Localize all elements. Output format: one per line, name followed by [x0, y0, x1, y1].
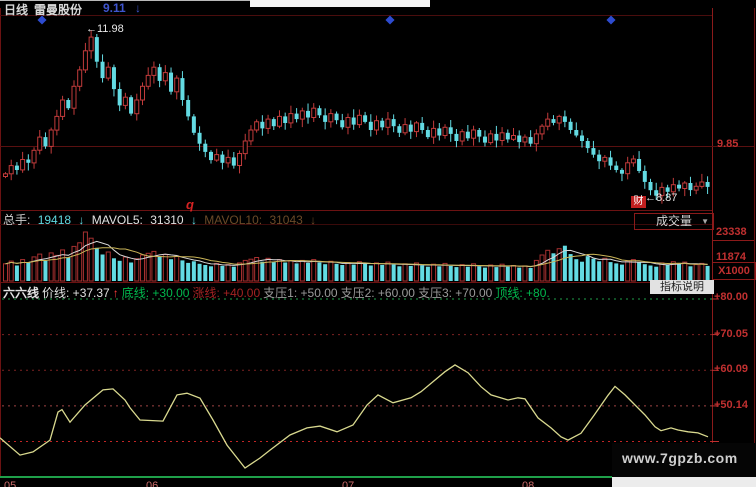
high-price-annotation: ←11.98 — [86, 23, 124, 35]
volume-axis-mid: 11874 — [716, 251, 746, 263]
mavol10-arrow-icon: ↓ — [310, 213, 317, 227]
mavol10-value: 31043 — [269, 213, 303, 227]
news-marker-q[interactable]: q — [186, 197, 194, 212]
indicator-arrow-icon: ↑ — [112, 286, 119, 300]
zongshou-arrow-icon: ↓ — [78, 213, 85, 227]
candlestick-series — [3, 30, 710, 204]
indicator-name: 六六线 — [3, 286, 40, 300]
volume-bars — [3, 231, 710, 282]
volume-header: 总手: 19418 ↓ MAVOL5: 31310 ↓ MAVOL10: 310… — [3, 211, 320, 228]
indicator-param: 支压2: +60.00 — [340, 286, 415, 300]
window-edge-strip-bottom — [612, 477, 756, 487]
x-axis-label: 06 — [146, 480, 159, 487]
overlapping-window-strip — [250, 0, 430, 7]
title-bar: 日线 雷曼股份 9.11 ↓ — [0, 0, 430, 17]
x-axis-label: 05 — [4, 480, 17, 487]
indicator-param: 涨线: +40.00 — [192, 286, 261, 300]
volume-axis-max: 23338 — [716, 226, 747, 238]
period-label: 日线 — [4, 3, 29, 17]
volume-indicator-dropdown[interactable]: 成交量 ▼ — [634, 213, 714, 230]
indicator-help-button[interactable]: 指标说明 — [650, 280, 714, 294]
indicator-line — [0, 364, 709, 469]
indicator-param: 支压3: +70.00 — [417, 286, 493, 300]
stock-name: 雷曼股份 — [34, 3, 83, 17]
indicator-param: 顶线: +80. — [495, 286, 550, 300]
diamond-marker — [385, 15, 395, 25]
x-axis-label: 07 — [342, 480, 355, 487]
volume-unit-box: X1000 — [712, 262, 756, 280]
indicator-header: 六六线 价线: +37.37 ↑ 底线: +30.00 涨线: +40.00 支压1: +… — [3, 284, 556, 301]
price-gridline-label: 9.85 — [717, 138, 739, 150]
zongshou-value: 19418 — [37, 213, 72, 227]
last-price: 9.11 — [103, 1, 126, 15]
diamond-marker — [606, 15, 616, 25]
mavol5-arrow-icon: ↓ — [190, 213, 197, 227]
indicator-param: 价线: +37.37 — [42, 286, 110, 300]
chevron-down-icon[interactable]: ▼ — [701, 217, 709, 226]
low-price-annotation: ←8.87 — [645, 192, 678, 204]
indicator-axis-label-60: +60.09 — [714, 363, 748, 375]
price-down-arrow-icon: ↓ — [135, 1, 141, 15]
mavol10-label: MAVOL10: — [204, 213, 263, 227]
mavol5-line — [5, 240, 708, 268]
mavol5-label: MAVOL5: — [91, 213, 143, 227]
indicator-param: 支压1: +50.00 — [263, 286, 338, 300]
mavol10-line — [5, 247, 708, 267]
mavol5-value: 31310 — [150, 213, 184, 227]
indicator-axis-label-50: +50.14 — [714, 399, 748, 411]
x-axis-label: 08 — [522, 480, 535, 487]
finance-news-badge[interactable]: 财 — [631, 196, 646, 208]
indicator-axis-label-70: +70.05 — [714, 328, 748, 340]
diamond-marker — [37, 15, 47, 25]
volume-indicator-label: 成交量 — [655, 214, 692, 228]
indicator-param: 底线: +30.00 — [121, 286, 190, 300]
watermark-box — [612, 443, 756, 477]
window-edge-strip — [0, 0, 430, 1]
zongshou-label: 总手: — [3, 213, 31, 227]
watermark-text: www.7gpzb.com — [622, 450, 738, 466]
indicator-axis-label-80: +80.00 — [714, 291, 748, 303]
